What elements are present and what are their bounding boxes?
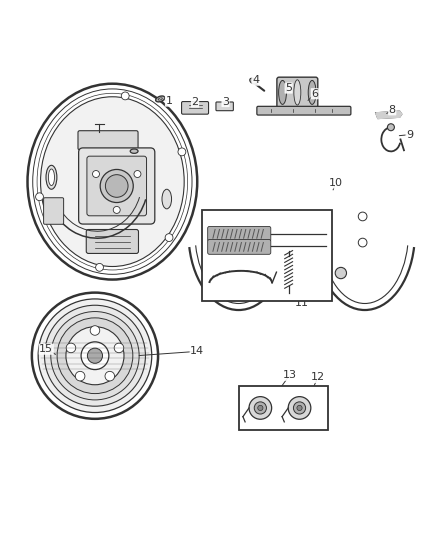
- Text: 1: 1: [166, 96, 173, 106]
- Circle shape: [38, 299, 152, 413]
- Circle shape: [208, 263, 221, 275]
- Circle shape: [66, 343, 76, 353]
- Circle shape: [293, 402, 306, 414]
- FancyBboxPatch shape: [216, 102, 233, 111]
- Circle shape: [165, 233, 173, 241]
- Ellipse shape: [308, 80, 316, 104]
- FancyBboxPatch shape: [277, 77, 318, 108]
- Text: 14: 14: [190, 346, 204, 357]
- FancyBboxPatch shape: [208, 227, 271, 241]
- FancyBboxPatch shape: [87, 156, 147, 216]
- Circle shape: [288, 397, 311, 419]
- Circle shape: [297, 405, 302, 410]
- Circle shape: [258, 405, 263, 410]
- Text: 13: 13: [283, 370, 297, 381]
- Ellipse shape: [41, 97, 184, 266]
- Circle shape: [88, 348, 102, 364]
- Circle shape: [57, 318, 133, 393]
- Ellipse shape: [162, 189, 172, 209]
- Circle shape: [121, 92, 129, 100]
- Circle shape: [51, 312, 139, 400]
- Circle shape: [178, 148, 186, 156]
- Circle shape: [134, 171, 141, 177]
- Circle shape: [254, 402, 266, 414]
- Circle shape: [92, 171, 99, 177]
- FancyBboxPatch shape: [78, 131, 138, 150]
- Text: 15: 15: [39, 344, 53, 354]
- Ellipse shape: [46, 165, 57, 189]
- Text: 8: 8: [389, 105, 396, 115]
- Text: 12: 12: [311, 373, 325, 383]
- Text: 2: 2: [191, 97, 198, 107]
- Bar: [201, 210, 332, 301]
- Text: 3: 3: [222, 96, 229, 107]
- FancyBboxPatch shape: [182, 102, 208, 114]
- Circle shape: [95, 263, 103, 271]
- Ellipse shape: [250, 78, 257, 84]
- Ellipse shape: [48, 169, 54, 185]
- Bar: [239, 386, 328, 430]
- Circle shape: [81, 342, 109, 369]
- FancyBboxPatch shape: [79, 148, 155, 224]
- Text: 10: 10: [328, 178, 343, 188]
- Ellipse shape: [279, 80, 286, 104]
- FancyBboxPatch shape: [257, 107, 351, 115]
- Ellipse shape: [130, 149, 138, 154]
- Circle shape: [75, 372, 85, 381]
- FancyBboxPatch shape: [86, 230, 138, 254]
- FancyBboxPatch shape: [208, 239, 271, 254]
- Ellipse shape: [158, 98, 162, 100]
- Circle shape: [113, 206, 120, 213]
- Ellipse shape: [155, 96, 165, 102]
- Circle shape: [66, 327, 124, 385]
- Circle shape: [32, 293, 158, 419]
- Circle shape: [100, 169, 133, 203]
- Circle shape: [249, 397, 272, 419]
- Text: 11: 11: [295, 298, 309, 309]
- Circle shape: [35, 193, 43, 200]
- Circle shape: [105, 372, 115, 381]
- Polygon shape: [376, 111, 402, 118]
- Text: 5: 5: [285, 83, 292, 93]
- Text: 6: 6: [311, 88, 318, 99]
- Circle shape: [114, 343, 124, 353]
- Text: 4: 4: [252, 75, 259, 85]
- Circle shape: [388, 124, 394, 131]
- Text: 9: 9: [406, 130, 413, 140]
- Circle shape: [45, 305, 145, 406]
- Circle shape: [90, 326, 100, 335]
- Circle shape: [335, 268, 346, 279]
- Circle shape: [106, 175, 128, 197]
- FancyBboxPatch shape: [44, 198, 64, 224]
- Ellipse shape: [294, 80, 301, 105]
